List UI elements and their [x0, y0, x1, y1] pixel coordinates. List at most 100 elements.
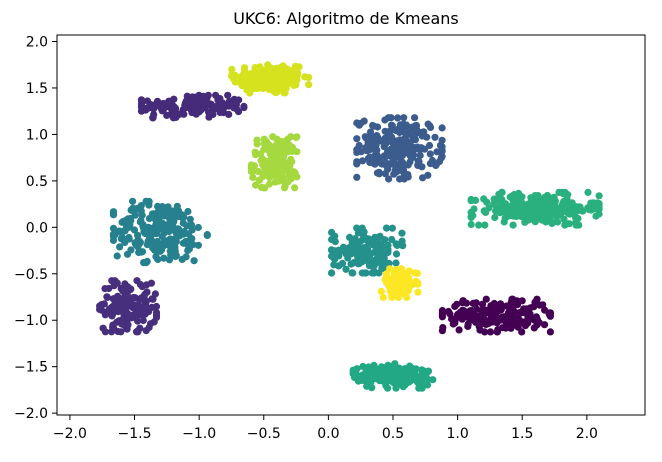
scatter-point — [398, 374, 406, 382]
scatter-point — [109, 224, 118, 232]
y-tick-label: 2.0 — [26, 35, 48, 51]
scatter-point — [355, 260, 363, 268]
scatter-point — [266, 156, 274, 165]
scatter-point — [426, 150, 434, 158]
scatter-point — [386, 127, 394, 135]
scatter-point — [372, 146, 380, 154]
scatter-point — [404, 171, 412, 179]
scatter-point — [526, 304, 535, 312]
scatter-point — [154, 255, 162, 264]
y-tick-label: −0.5 — [14, 267, 48, 283]
y-tick-label: 0.5 — [26, 174, 48, 190]
scatter-point — [546, 311, 554, 319]
scatter-point — [382, 139, 390, 148]
scatter-point — [405, 267, 413, 275]
scatter-point — [101, 311, 109, 319]
scatter-point — [423, 381, 432, 389]
scatter-point — [137, 102, 146, 110]
scatter-point — [394, 114, 402, 122]
scatter-point — [431, 133, 439, 141]
scatter-point — [287, 133, 295, 141]
scatter-point — [142, 281, 150, 289]
scatter-point — [109, 230, 118, 238]
scatter-point — [498, 195, 506, 204]
scatter-point — [252, 181, 260, 189]
scatter-point — [383, 279, 391, 287]
scatter-point — [561, 221, 569, 229]
scatter-point — [366, 158, 374, 167]
scatter-point — [152, 313, 161, 322]
scatter-point — [533, 295, 541, 303]
scatter-point — [236, 78, 244, 86]
scatter-point — [293, 133, 301, 141]
scatter-point — [109, 211, 118, 219]
scatter-point — [438, 136, 446, 144]
scatter-point — [155, 217, 163, 225]
scatter-point — [116, 243, 124, 251]
scatter-point — [234, 108, 243, 116]
scatter-point — [353, 224, 361, 232]
scatter-point — [587, 199, 595, 207]
cluster-1 — [137, 91, 248, 122]
scatter-point — [138, 294, 146, 302]
scatter-point — [135, 248, 143, 257]
x-tick-label: −2.0 — [53, 426, 87, 442]
scatter-point — [410, 146, 418, 154]
scatter-point — [123, 250, 132, 258]
y-tick-label: 1.5 — [26, 81, 48, 97]
scatter-point — [109, 323, 117, 331]
scatter-point — [109, 236, 118, 244]
scatter-point — [224, 91, 232, 99]
scatter-point — [194, 241, 202, 249]
scatter-point — [369, 137, 378, 145]
scatter-point — [530, 316, 538, 324]
scatter-point — [380, 152, 388, 160]
scatter-point — [257, 156, 265, 165]
scatter-point — [195, 91, 203, 99]
scatter-point — [516, 309, 524, 317]
scatter-point — [353, 148, 361, 156]
scatter-point — [149, 295, 157, 303]
scatter-point — [377, 287, 385, 295]
scatter-point — [147, 320, 155, 328]
scatter-point — [358, 269, 366, 277]
scatter-point — [418, 163, 426, 171]
scatter-point — [595, 192, 603, 200]
scatter-point — [387, 121, 396, 129]
scatter-point — [379, 293, 387, 301]
scatter-point — [366, 257, 374, 265]
y-tick-label: 0.0 — [26, 220, 48, 236]
cluster-0 — [228, 61, 313, 97]
y-tick-label: 1.0 — [26, 127, 48, 143]
scatter-point — [192, 107, 200, 115]
scatter-point — [484, 308, 492, 316]
scatter-point — [496, 206, 504, 214]
scatter-point — [151, 290, 159, 298]
scatter-point — [480, 207, 488, 215]
points-layer — [96, 61, 603, 392]
scatter-point — [518, 297, 526, 305]
scatter-point — [247, 167, 255, 175]
scatter-point — [412, 121, 421, 130]
scatter-point — [446, 310, 454, 318]
scatter-point — [363, 378, 371, 386]
scatter-point — [251, 148, 259, 156]
scatter-point — [96, 302, 104, 310]
scatter-point — [190, 257, 198, 265]
scatter-point — [559, 190, 567, 198]
y-tick-label: −1.5 — [14, 360, 48, 376]
scatter-point — [392, 283, 400, 292]
cluster-2 — [247, 133, 301, 192]
scatter-point — [539, 301, 547, 309]
scatter-point — [262, 138, 271, 146]
scatter-point — [390, 273, 399, 281]
scatter-point — [388, 235, 396, 244]
y-axis-ticks: −2.0 −1.5 −1.0 −0.5 0.0 0.5 1.0 1.5 2.0 — [14, 35, 57, 422]
scatter-point — [390, 155, 398, 163]
scatter-point — [404, 161, 412, 169]
scatter-point — [346, 233, 354, 241]
scatter-point — [411, 269, 419, 277]
scatter-point — [572, 221, 580, 229]
scatter-point — [368, 384, 376, 392]
scatter-point — [244, 84, 252, 92]
